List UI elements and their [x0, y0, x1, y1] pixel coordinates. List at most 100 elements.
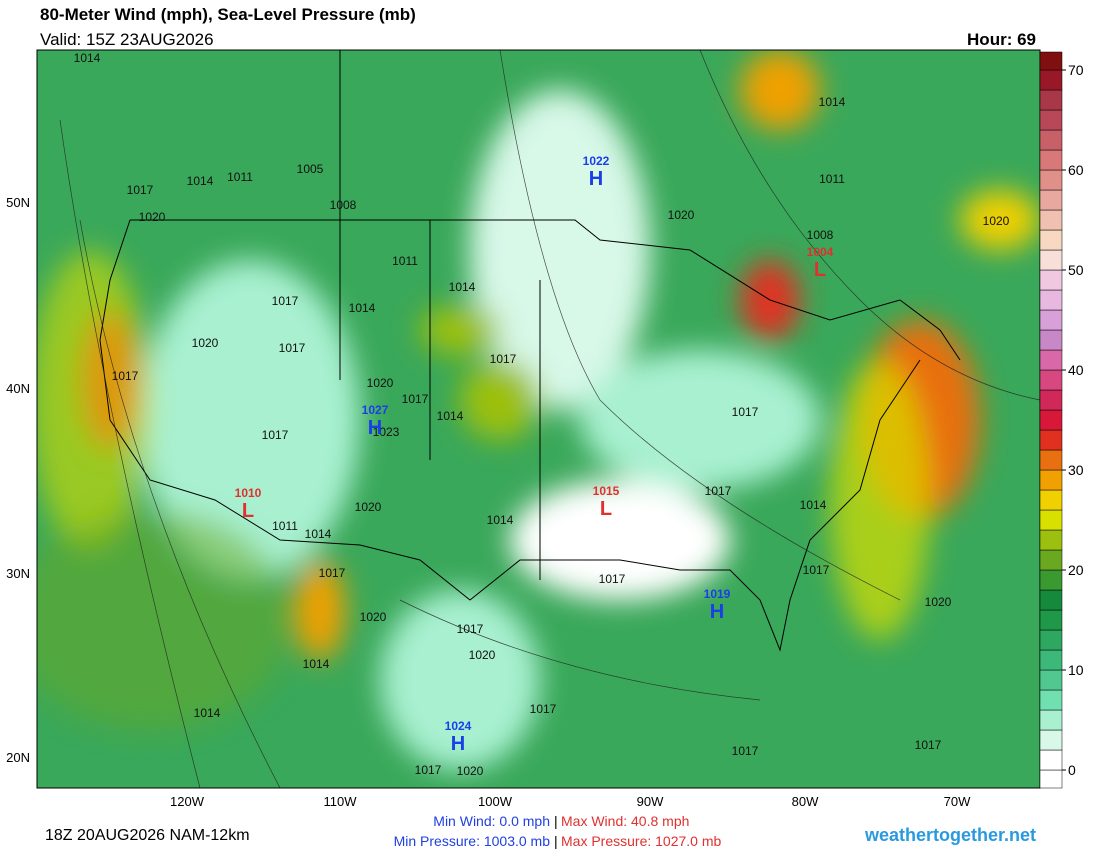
colorbar-cell [1039, 309, 1063, 331]
isobar-label: 1011 [272, 519, 298, 533]
site-name: weathertogether.net [864, 825, 1036, 845]
colorbar-tick-label: 30 [1068, 462, 1084, 478]
colorbar-cell [1039, 349, 1063, 371]
isobar-label: 1017 [279, 341, 306, 355]
model-run: 18Z 20AUG2026 NAM-12km [45, 827, 250, 844]
min-pressure: Min Pressure: 1003.0 mb [394, 833, 551, 849]
isobar-label: 1017 [732, 405, 759, 419]
pressure-center-type: L [600, 498, 612, 520]
colorbar-cell [1039, 569, 1063, 591]
title: 80-Meter Wind (mph), Sea-Level Pressure … [40, 5, 416, 24]
latitude-label: 50N [6, 195, 30, 210]
latitude-label: 30N [6, 566, 30, 581]
colorbar-tick-label: 60 [1068, 162, 1084, 178]
longitude-label: 110W [324, 794, 358, 809]
colorbar-tick-label: 0 [1068, 762, 1076, 778]
isobar-label: 1017 [262, 428, 289, 442]
longitude-label: 70W [944, 794, 971, 809]
isobar-label: 1020 [925, 595, 952, 609]
isobar-label: 1020 [355, 500, 382, 514]
isobar-label: 1011 [819, 172, 845, 186]
isobar-label: 1020 [668, 208, 695, 222]
isobar-label: 1014 [305, 527, 332, 541]
colorbar-cell [1039, 669, 1063, 691]
isobar-label: 1014 [487, 513, 514, 527]
boundaries [99, 50, 961, 652]
max-pressure: Max Pressure: 1027.0 mb [561, 833, 722, 849]
pressure-center-value: 1027 [362, 403, 389, 417]
min-wind: Min Wind: 0.0 mph [433, 813, 550, 829]
pressure-center-type: H [451, 733, 465, 755]
isobar-label: 1014 [194, 706, 221, 720]
pressure-center-type: L [242, 500, 254, 522]
isobar-label: 1014 [800, 498, 827, 512]
valid-time: Valid: 15Z 23AUG2026 [40, 30, 214, 49]
pressure-center-value: 1010 [235, 486, 262, 500]
isobar-label: 1020 [360, 610, 387, 624]
colorbar-cell [1039, 169, 1063, 191]
forecast-hour: Hour: 69 [967, 30, 1036, 49]
isobar-label: 1017 [112, 369, 139, 383]
isobars [59, 50, 1040, 788]
isobar-label: 1011 [392, 254, 418, 268]
colorbar-cell [1039, 509, 1063, 531]
colorbar-cell [1039, 229, 1063, 251]
isobar-label: 1023 [373, 425, 400, 439]
colorbar-tick-label: 70 [1068, 62, 1084, 78]
isobar-label: 1014 [187, 174, 214, 188]
colorbar-cell [1039, 249, 1063, 271]
isobar-label: 1020 [983, 214, 1010, 228]
colorbar-cell [1039, 89, 1063, 111]
pressure-center-type: H [710, 601, 724, 623]
longitude-label: 80W [792, 794, 819, 809]
pressure-center-type: L [814, 259, 826, 281]
colorbar-cell [1039, 589, 1063, 611]
colorbar-cell [1039, 769, 1063, 789]
colorbar-cell [1039, 209, 1063, 231]
colorbar-cell [1039, 369, 1063, 391]
colorbar-cell [1039, 409, 1063, 431]
isobar-label: 1017 [705, 484, 732, 498]
isobar-label: 1017 [272, 294, 299, 308]
colorbar-cell [1039, 489, 1063, 511]
colorbar-cell [1039, 69, 1063, 91]
colorbar-cell [1039, 469, 1063, 491]
colorbar-cell [1039, 129, 1063, 151]
longitude-label: 100W [478, 794, 513, 809]
isobar-label: 1020 [469, 648, 496, 662]
colorbar-tick-label: 20 [1068, 562, 1084, 578]
max-wind: Max Wind: 40.8 mph [561, 813, 689, 829]
colorbar-cell [1039, 649, 1063, 671]
colorbar-cell [1039, 109, 1063, 131]
isobar-label: 1017 [490, 352, 517, 366]
colorbar-cell [1039, 689, 1063, 711]
colorbar-cell [1039, 289, 1063, 311]
isobar-label: 1014 [303, 657, 330, 671]
colorbar-cell [1039, 269, 1063, 291]
isobar-label: 1008 [807, 228, 834, 242]
pressure-center-value: 1024 [445, 719, 472, 733]
map [37, 50, 1040, 788]
isobar-label: 1020 [457, 764, 484, 778]
wind-field [37, 50, 1040, 770]
latitude-label: 40N [6, 381, 30, 396]
latitude-label: 20N [6, 750, 30, 765]
pressure-center-type: H [368, 417, 382, 439]
isobar-label: 1017 [319, 566, 346, 580]
colorbar-cell [1039, 709, 1063, 731]
isobar-label: 1014 [74, 51, 101, 65]
isobar-label: 1017 [402, 392, 429, 406]
isobar-label: 1014 [349, 301, 376, 315]
isobar-label: 1020 [192, 336, 219, 350]
longitude-label: 120W [170, 794, 205, 809]
isobar-label: 1014 [449, 280, 476, 294]
isobar-label: 1017 [599, 572, 626, 586]
colorbar-cell [1039, 729, 1063, 751]
separator: | [554, 833, 558, 849]
colorbar-cell [1039, 389, 1063, 411]
colorbar-cell [1039, 749, 1063, 771]
pressure-center-value: 1004 [807, 245, 834, 259]
isobar-label: 1017 [915, 738, 942, 752]
colorbar-cell [1039, 629, 1063, 651]
